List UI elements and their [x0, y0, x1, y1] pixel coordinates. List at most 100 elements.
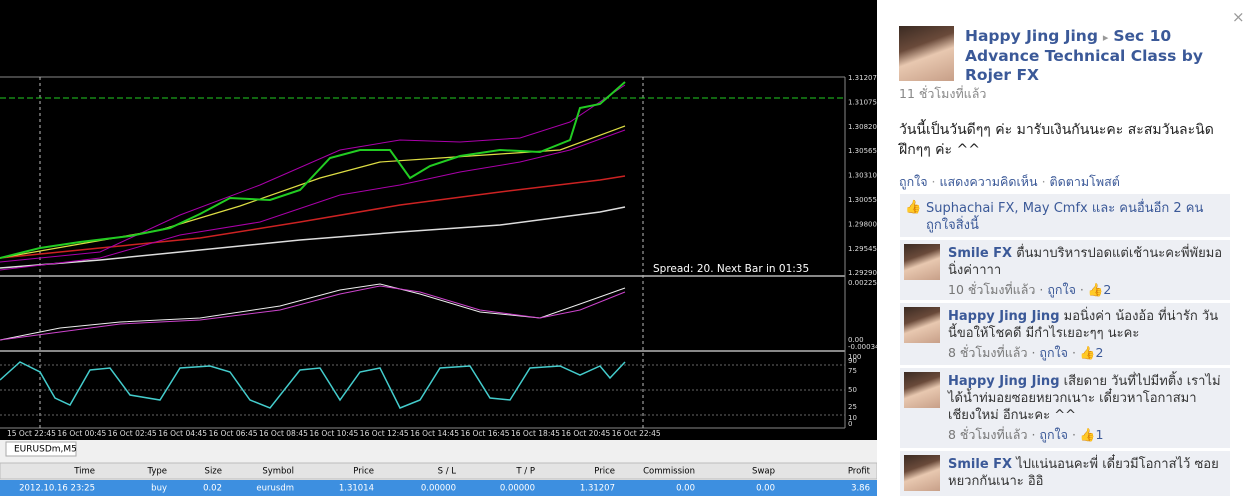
- table-header: [0, 462, 877, 480]
- like-icon: 👍: [905, 200, 922, 215]
- comment-text: ตื่นมาบริหารปอดแต่เช้านะคะพี่พัยมอนิ่งค่…: [948, 246, 1223, 278]
- histogram: [0, 283, 626, 341]
- table-header-cell: Commission: [643, 467, 695, 477]
- comment: Smile FX ไปแน่นอนคะพี่ เดี๋ยวมีโอกาสไว้ …: [900, 451, 1230, 496]
- price-label: 1.29545: [848, 245, 877, 253]
- close-button[interactable]: ×: [1232, 8, 1243, 26]
- time-label: 15 Oct 22:45: [7, 429, 56, 438]
- comment-like-count[interactable]: 1: [1095, 427, 1104, 442]
- price-label: 1.29800: [848, 220, 877, 228]
- comment-avatar[interactable]: [904, 307, 940, 343]
- price-candles: [0, 81, 626, 259]
- table-cell: 1.31014: [339, 484, 374, 494]
- comment-meta: 10 ชั่วโมงที่แล้ว · ถูกใจ · 👍2: [948, 282, 1112, 297]
- comment-action[interactable]: แสดงความคิดเห็น: [939, 174, 1038, 189]
- comment-time[interactable]: 8 ชั่วโมงที่แล้ว: [948, 427, 1028, 442]
- trading-chart: EURUSDm,M5 1.31207 1.31075 1.30820 1.30565 1…: [0, 0, 877, 496]
- comment-body: Smile FX ไปแน่นอนคะพี่ เดี๋ยวมีโอกาสไว้ …: [948, 456, 1223, 490]
- author-name[interactable]: Happy Jing Jing: [965, 27, 1098, 45]
- comment-like[interactable]: ถูกใจ: [1039, 427, 1068, 442]
- symbol-tab[interactable]: [5, 441, 77, 457]
- comment-author[interactable]: Smile FX: [948, 246, 1013, 261]
- table-header-cell: Price: [353, 467, 374, 477]
- comment-author[interactable]: Happy Jing Jing: [948, 309, 1060, 324]
- moving-average: [0, 206, 626, 269]
- oscillator-label: 0: [848, 420, 852, 428]
- comment-like-count[interactable]: 2: [1103, 282, 1112, 297]
- author-avatar[interactable]: [899, 26, 954, 81]
- spread-info: Spread: 20. Next Bar in 01:35: [653, 263, 809, 275]
- price-label: 1.30055: [848, 196, 877, 204]
- table-cell: 0.00000: [421, 484, 456, 494]
- oscillator-label: 90: [848, 357, 857, 365]
- time-label: 16 Oct 00:45: [57, 429, 106, 438]
- post-header: Happy Jing Jing ▸ Sec 10 Advance Technic…: [965, 27, 1203, 84]
- time-label: 16 Oct 02:45: [108, 429, 157, 438]
- likes-text[interactable]: Suphachai FX, May Cmfx และ คนอื่นอีก 2 ค…: [926, 201, 1204, 233]
- time-label: 16 Oct 06:45: [209, 429, 258, 438]
- table-cell: buy: [151, 484, 167, 494]
- price-label: 1.30310: [848, 172, 877, 180]
- album-title[interactable]: Sec 10 Advance Technical Class by Rojer …: [965, 27, 1203, 84]
- indicator-label: -0.00034: [848, 343, 877, 351]
- price-label: 1.31207: [848, 74, 877, 82]
- comment-meta: 8 ชั่วโมงที่แล้ว · ถูกใจ · 👍1: [948, 427, 1104, 442]
- comment-author[interactable]: Happy Jing Jing: [948, 374, 1060, 389]
- table-cell: 0.00: [756, 484, 775, 494]
- comment-line: Happy Jing Jing เสียดาย วันที่ไปมีทติ้ง …: [948, 373, 1223, 424]
- follow-action[interactable]: ติดตามโพสต์: [1049, 174, 1120, 189]
- like-icon: 👍: [1079, 345, 1096, 360]
- table-header-cell: Time: [73, 467, 95, 477]
- table-header-cell: S / L: [438, 467, 457, 477]
- comment-body: Happy Jing Jing มอนิ่งค่า น้องอ้อ ที่น่า…: [948, 308, 1223, 361]
- time-label: 16 Oct 22:45: [612, 429, 661, 438]
- photo-sidebar: × Happy Jing Jing ▸ Sec 10 Advance Techn…: [877, 0, 1243, 496]
- oscillator-label: 100: [848, 353, 861, 361]
- comment-avatar[interactable]: [904, 244, 940, 280]
- time-label: 16 Oct 18:45: [511, 429, 560, 438]
- oscillator-label: 50: [848, 386, 857, 394]
- time-label: 16 Oct 16:45: [461, 429, 510, 438]
- like-icon: 👍: [1087, 282, 1104, 297]
- table-header-cell: Symbol: [262, 467, 294, 477]
- like-icon: 👍: [1079, 427, 1096, 442]
- comment-avatar[interactable]: [904, 455, 940, 491]
- post-actions: ถูกใจ · แสดงความคิดเห็น · ติดตามโพสต์: [899, 174, 1120, 189]
- price-label: 1.30565: [848, 147, 877, 155]
- comment-line: Smile FX ตื่นมาบริหารปอดแต่เช้านะคะพี่พั…: [948, 245, 1223, 279]
- comment-line: Happy Jing Jing มอนิ่งค่า น้องอ้อ ที่น่า…: [948, 308, 1223, 342]
- comment-body: Happy Jing Jing เสียดาย วันที่ไปมีทติ้ง …: [948, 373, 1223, 443]
- comment-like[interactable]: ถูกใจ: [1039, 345, 1068, 360]
- table-header-cell: Swap: [752, 467, 775, 477]
- chart-background: [0, 0, 877, 440]
- post-time[interactable]: 11 ชั่วโมงที่แล้ว: [899, 86, 987, 101]
- table-header-cell: Size: [205, 467, 222, 477]
- table-cell: 1.31207: [580, 484, 615, 494]
- time-label: 16 Oct 20:45: [561, 429, 610, 438]
- comment-text: เสียดาย วันที่ไปมีทติ้ง เราไม่ได้น้ำท่มอ…: [948, 374, 1221, 423]
- comment-time[interactable]: 10 ชั่วโมงที่แล้ว: [948, 282, 1036, 297]
- oscillator-label: 75: [848, 367, 857, 375]
- time-label: 16 Oct 04:45: [158, 429, 207, 438]
- table-cell: 3.86: [851, 484, 870, 494]
- stochastic: [0, 361, 626, 409]
- like-action[interactable]: ถูกใจ: [899, 174, 928, 189]
- moving-average: [0, 175, 626, 259]
- comment-author[interactable]: Smile FX: [948, 457, 1013, 472]
- table-cell: 0.00: [676, 484, 695, 494]
- table-cell: eurusdm: [256, 484, 294, 494]
- likes-box: 👍 Suphachai FX, May Cmfx และ คนอื่นอีก 2…: [900, 194, 1230, 237]
- comment-avatar[interactable]: [904, 372, 940, 408]
- table-cell: 0.00000: [500, 484, 535, 494]
- comment-like-count[interactable]: 2: [1095, 345, 1104, 360]
- comment-time[interactable]: 8 ชั่วโมงที่แล้ว: [948, 345, 1028, 360]
- comment-line: Smile FX ไปแน่นอนคะพี่ เดี๋ยวมีโอกาสไว้ …: [948, 456, 1223, 490]
- oscillator-label: 10: [848, 414, 857, 422]
- signal-line: [0, 285, 626, 341]
- table-header-cell: T / P: [515, 467, 535, 477]
- table-header-cell: Type: [146, 467, 167, 477]
- table-row[interactable]: [0, 480, 877, 496]
- price-label: 1.31075: [848, 98, 877, 106]
- comment-like[interactable]: ถูกใจ: [1047, 282, 1076, 297]
- post-message: วันนี้เป็นวันดีๆๆ ค่ะ มารับเงินกันนะคะ ส…: [899, 122, 1214, 158]
